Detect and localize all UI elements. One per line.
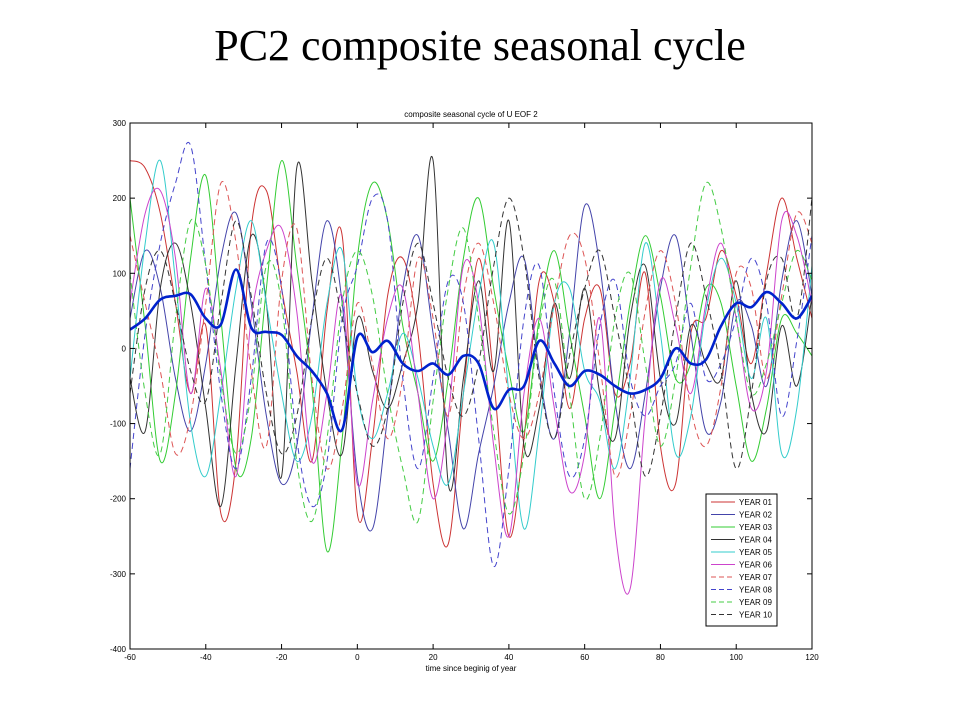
series-line-year-08 <box>130 142 812 567</box>
chart-title: composite seasonal cycle of U EOF 2 <box>404 110 538 119</box>
series-line-year-05 <box>130 159 812 530</box>
x-tick-label: 80 <box>656 653 665 662</box>
x-tick-label: 60 <box>580 653 589 662</box>
series-line-year-06 <box>130 187 812 595</box>
x-tick-label: 40 <box>504 653 513 662</box>
series-line-year-02 <box>130 203 812 532</box>
y-tick-label: -300 <box>110 570 127 579</box>
y-tick-label: 100 <box>113 269 127 278</box>
y-tick-label: 200 <box>113 194 127 203</box>
x-tick-label: -40 <box>200 653 212 662</box>
legend-label: YEAR 05 <box>739 548 772 557</box>
x-tick-label: 120 <box>805 653 819 662</box>
y-tick-label: 0 <box>122 344 127 353</box>
legend-label: YEAR 06 <box>739 561 772 570</box>
y-tick-label: 300 <box>113 119 127 128</box>
legend-box <box>705 493 778 627</box>
axis-ticks: -60 -40 -20 0 20 40 60 80 100 1203002001000-100-2… <box>110 119 819 662</box>
x-tick-label: 0 <box>355 653 360 662</box>
x-tick-label: 100 <box>730 653 744 662</box>
y-tick-label: -400 <box>110 645 127 654</box>
slide-title: PC2 composite seasonal cycle <box>214 21 746 70</box>
series-line-year-09 <box>130 181 812 524</box>
legend-label: YEAR 10 <box>739 611 772 620</box>
y-tick-label: -100 <box>110 420 127 429</box>
series-line-year-04 <box>130 156 812 507</box>
plot-lines <box>130 142 812 595</box>
legend-label: YEAR 04 <box>739 536 772 545</box>
legend: YEAR 01 YEAR 02 YEAR 03 YEAR 04 YEAR 05 YEAR … <box>705 493 778 627</box>
x-tick-label: -60 <box>124 653 136 662</box>
legend-label: YEAR 08 <box>739 586 772 595</box>
legend-label: YEAR 03 <box>739 523 772 532</box>
series-line-year-01 <box>130 160 812 548</box>
legend-label: YEAR 01 <box>739 498 772 507</box>
x-axis-title: time since beginig of year <box>426 664 517 673</box>
legend-label: YEAR 02 <box>739 511 772 520</box>
series-line-year-07 <box>130 181 812 478</box>
x-tick-label: -20 <box>276 653 288 662</box>
legend-label: YEAR 07 <box>739 573 772 582</box>
series-line-composite-mean <box>130 268 812 433</box>
y-tick-label: -200 <box>110 495 127 504</box>
legend-label: YEAR 09 <box>739 598 772 607</box>
x-tick-label: 20 <box>429 653 438 662</box>
plot-frame <box>129 122 813 650</box>
